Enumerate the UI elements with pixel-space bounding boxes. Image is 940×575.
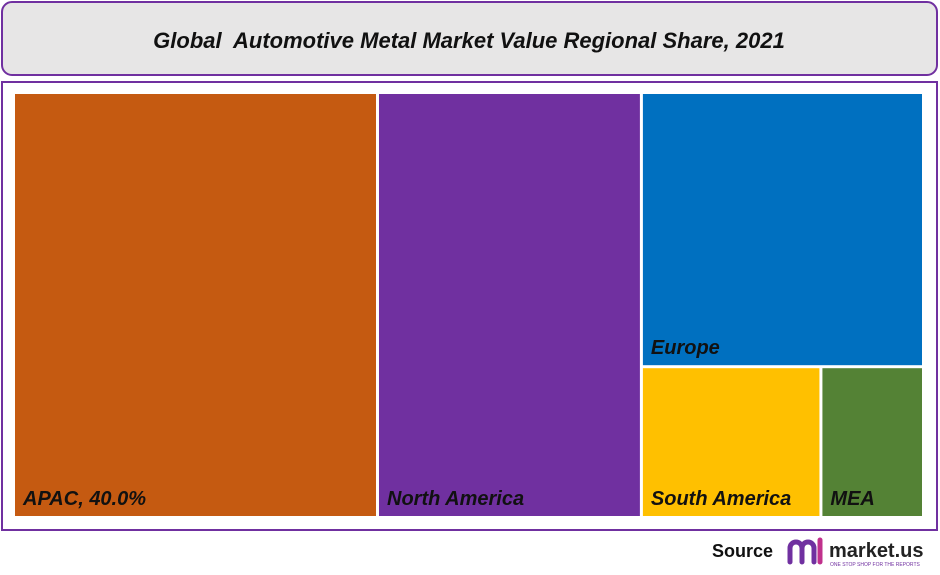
category-name: MEA bbox=[830, 488, 874, 510]
category-name: South America bbox=[651, 488, 791, 510]
cell-label: APAC, 40.0% bbox=[22, 488, 146, 510]
category-name: Europe bbox=[651, 337, 720, 359]
treemap-cell bbox=[379, 94, 640, 516]
category-name: North America bbox=[387, 488, 524, 510]
treemap-cell bbox=[15, 94, 376, 516]
separator: , bbox=[77, 488, 89, 510]
treemap-cell bbox=[642, 94, 922, 366]
value-label: 40.0% bbox=[88, 488, 146, 510]
cell-label: South America bbox=[651, 488, 791, 510]
source-label: Source bbox=[712, 541, 773, 561]
category-name: APAC bbox=[22, 488, 79, 510]
cell-label: MEA bbox=[830, 488, 874, 510]
chart-title: Global Automotive Metal Market Value Reg… bbox=[153, 28, 785, 53]
tagline: ONE STOP SHOP FOR THE REPORTS bbox=[830, 562, 921, 568]
treemap: APAC, 40.0% North America Europe South Amer… bbox=[15, 94, 922, 516]
logo-mark bbox=[787, 539, 817, 565]
title-box bbox=[1, 1, 938, 76]
cell-label: Europe bbox=[651, 337, 720, 359]
treemap-cell bbox=[822, 368, 922, 516]
cell-label: North America bbox=[387, 488, 524, 510]
treemap-cell bbox=[642, 368, 820, 516]
brand: market.us bbox=[829, 540, 924, 562]
logo-icon bbox=[787, 537, 823, 565]
